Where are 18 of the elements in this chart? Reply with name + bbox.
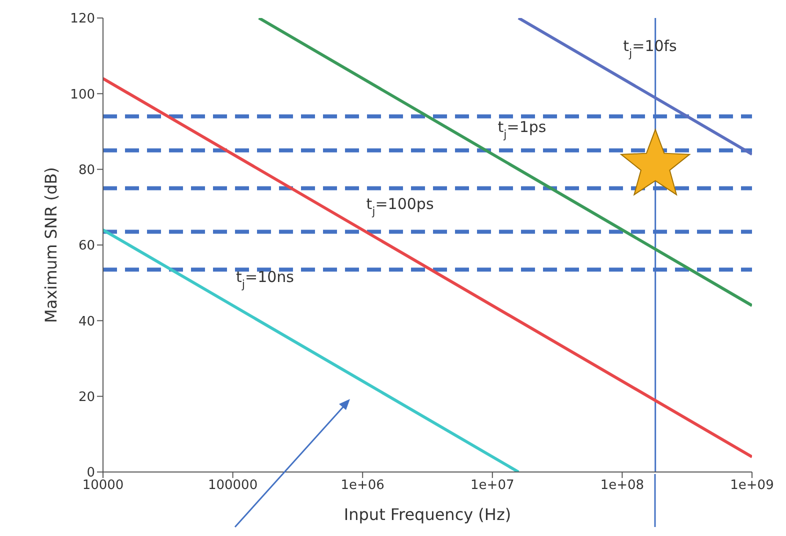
x-tick-label: 100000 — [208, 478, 258, 494]
y-tick-label: 40 — [78, 314, 95, 330]
x-tick-label: 1e+08 — [600, 478, 644, 494]
y-tick-label: 120 — [70, 12, 95, 27]
annotation: t$_{j}$=100ps — [366, 195, 434, 218]
x-tick-label: 1e+09 — [730, 478, 774, 494]
annotation: t$_{j}$=10ns — [236, 268, 294, 291]
x-tick-label: 1e+07 — [470, 478, 514, 494]
annotation: t$_{j}$=1ps — [498, 118, 546, 141]
y-tick-label: 20 — [78, 390, 95, 405]
x-axis-title: Input Frequency (Hz) — [344, 505, 512, 524]
y-tick-label: 100 — [70, 87, 95, 102]
y-tick-label: 80 — [78, 162, 95, 178]
y-tick-label: 60 — [78, 238, 95, 254]
x-tick-label: 1e+06 — [340, 478, 384, 494]
y-axis-title: Maximum SNR (dB) — [42, 167, 61, 323]
y-tick-label: 0 — [86, 466, 95, 481]
x-tick-label: 10000 — [82, 478, 124, 494]
